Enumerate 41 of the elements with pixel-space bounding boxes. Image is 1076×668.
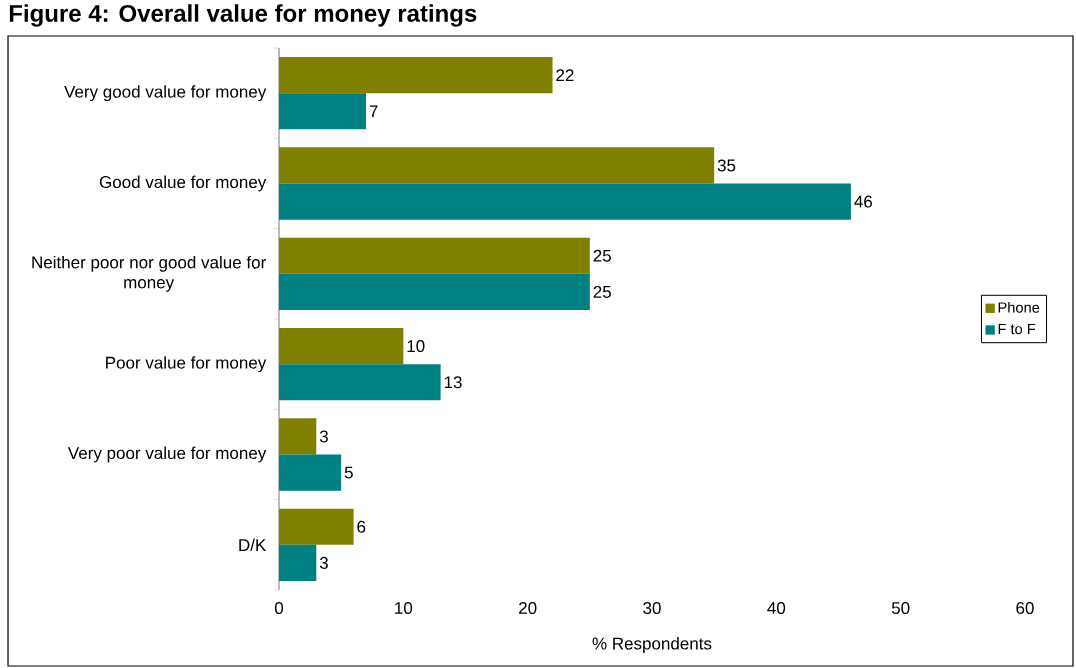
x-tick-label: 40 — [767, 601, 786, 615]
bar — [279, 237, 590, 274]
chart-title: Figure 4: Overall value for money ratings — [9, 4, 477, 27]
data-label: 3 — [319, 430, 328, 443]
data-label: 46 — [854, 195, 873, 208]
legend-label: Phone — [998, 301, 1040, 313]
data-label: 5 — [344, 466, 353, 479]
data-label: 7 — [369, 105, 378, 118]
x-tick-label: 0 — [274, 601, 284, 615]
data-label: 25 — [593, 249, 611, 262]
y-tick-label: Neither poor nor good value for money — [32, 255, 266, 292]
legend-label: F to F — [998, 323, 1036, 335]
data-label: 13 — [444, 376, 462, 389]
bar — [279, 328, 404, 365]
x-tick-label: 20 — [519, 601, 537, 615]
y-tick-label: Poor value for money — [106, 356, 267, 373]
y-tick-label: D/K — [239, 538, 267, 552]
bar — [279, 508, 354, 545]
y-tick-label: Good value for money — [99, 175, 267, 192]
data-label: 6 — [357, 520, 366, 533]
x-tick-label: 60 — [1016, 601, 1034, 615]
bar — [279, 454, 342, 491]
x-tick-label: 30 — [643, 601, 661, 615]
data-label: 22 — [556, 69, 574, 82]
x-axis-title: % Respondents — [592, 637, 712, 653]
bar — [279, 418, 317, 455]
data-label: 10 — [407, 340, 425, 353]
data-label: 3 — [319, 556, 328, 569]
bar — [279, 183, 851, 220]
bar — [279, 93, 367, 130]
y-tick-label: Very poor value for money — [67, 446, 267, 463]
x-tick-label: 50 — [891, 601, 910, 615]
data-label: 25 — [593, 285, 611, 298]
bar — [279, 273, 590, 310]
bar — [279, 57, 553, 94]
bar — [279, 147, 715, 184]
data-label: 35 — [717, 159, 736, 172]
x-tick-label: 10 — [395, 601, 413, 615]
bar — [279, 544, 317, 581]
y-tick-label: Very good value for money — [64, 85, 267, 102]
bar — [279, 364, 441, 401]
